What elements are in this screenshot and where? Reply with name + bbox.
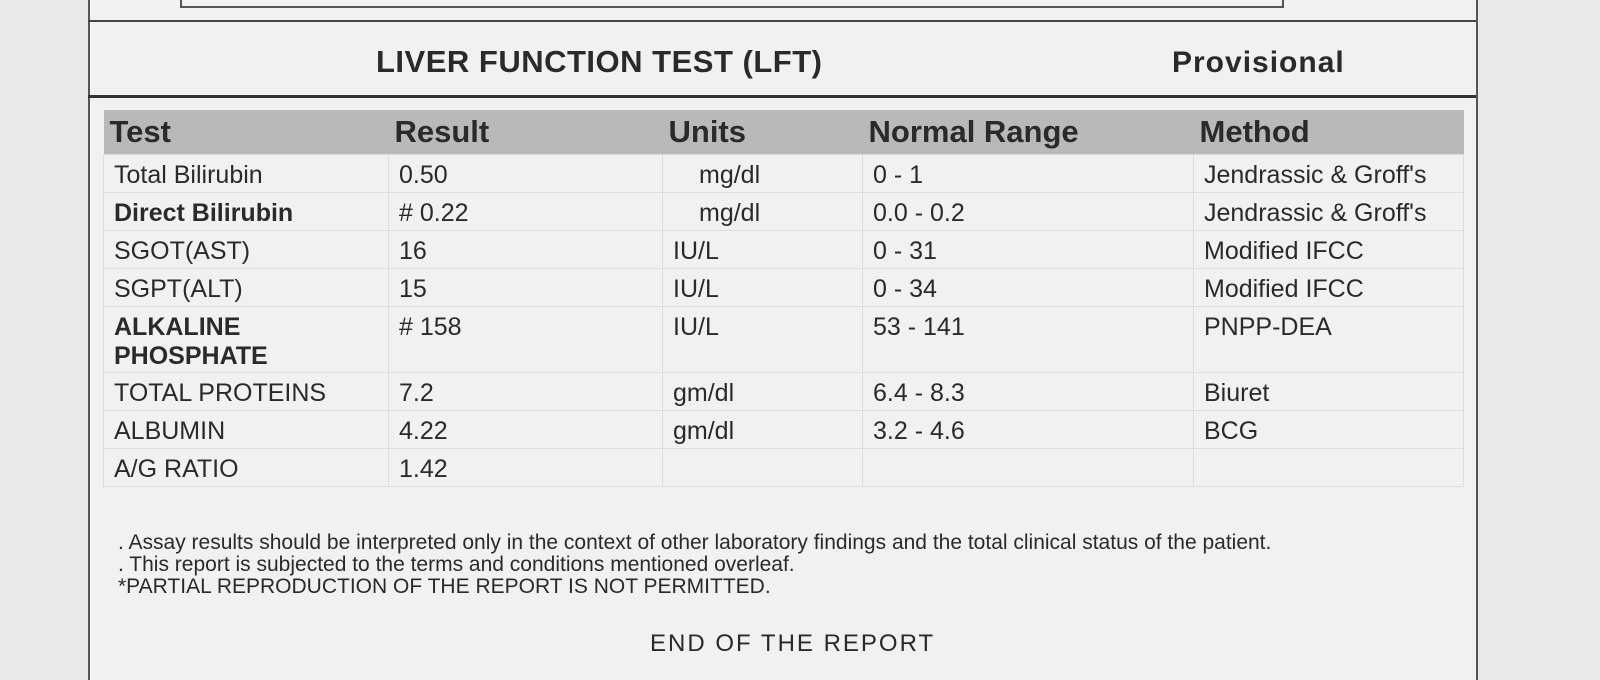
report-footer: END OF THE REPORT	[650, 630, 936, 657]
cell: gm/dl	[662, 410, 863, 449]
cell: Biuret	[1193, 372, 1464, 411]
cell: 53 - 141	[862, 306, 1194, 373]
cell: 16	[388, 230, 663, 269]
cell: Direct Bilirubin	[103, 192, 389, 231]
cell: Modified IFCC	[1193, 230, 1464, 269]
row: A/G RATIO 1.42	[103, 448, 1464, 487]
column-header: Normal Range	[862, 110, 1194, 155]
cell	[662, 448, 863, 487]
top-box	[180, 0, 1284, 8]
row: SGOT(AST) 16 IU/L 0 - 31 Modified IFCC	[103, 230, 1464, 269]
cell: IU/L	[662, 306, 863, 373]
header-row: Test Result Units Normal Range Method	[103, 110, 1464, 155]
page: LIVER FUNCTION TEST (LFT) Provisional Te…	[88, 0, 1478, 680]
results-table: Test Result Units Normal Range Method To…	[103, 110, 1464, 487]
report-title: LIVER FUNCTION TEST (LFT)	[376, 44, 823, 79]
row: ALKALINE PHOSPHATE # 158 IU/L 53 - 141 PNPP-…	[103, 306, 1464, 373]
column-header: Method	[1193, 110, 1464, 155]
cell: 0.0 - 0.2	[862, 192, 1194, 231]
cell: A/G RATIO	[103, 448, 389, 487]
note: . This report is subjected to the terms …	[118, 553, 795, 576]
cell: PNPP-DEA	[1193, 306, 1464, 373]
cell: 6.4 - 8.3	[862, 372, 1194, 411]
cell: BCG	[1193, 410, 1464, 449]
cell: 0 - 34	[862, 268, 1194, 307]
cell: Jendrassic & Groff's	[1193, 154, 1464, 193]
row: SGPT(ALT) 15 IU/L 0 - 34 Modified IFCC	[103, 268, 1464, 307]
column-header: Result	[388, 110, 663, 155]
cell: 0.50	[388, 154, 663, 193]
row: Direct Bilirubin # 0.22 mg/dl 0.0 - 0.2 Jend…	[103, 192, 1464, 231]
cell: 4.22	[388, 410, 663, 449]
cell: 0 - 1	[862, 154, 1194, 193]
cell: ALBUMIN	[103, 410, 389, 449]
row: Total Bilirubin 0.50 mg/dl 0 - 1 Jendrassic …	[103, 154, 1464, 193]
rule	[88, 20, 1476, 22]
cell: 15	[388, 268, 663, 307]
cell	[1193, 448, 1464, 487]
cell	[862, 448, 1194, 487]
cell: IU/L	[662, 268, 863, 307]
cell: Modified IFCC	[1193, 268, 1464, 307]
cell: # 0.22	[388, 192, 663, 231]
cell: 1.42	[388, 448, 663, 487]
cell: 7.2	[388, 372, 663, 411]
cell: SGOT(AST)	[103, 230, 389, 269]
report-status: Provisional	[1172, 46, 1345, 79]
cell: IU/L	[662, 230, 863, 269]
notes: . Assay results should be interpreted on…	[118, 532, 1271, 598]
cell: mg/dl	[662, 154, 863, 193]
row: TOTAL PROTEINS 7.2 gm/dl 6.4 - 8.3 Biuret	[103, 372, 1464, 411]
cell: Jendrassic & Groff's	[1193, 192, 1464, 231]
cell: TOTAL PROTEINS	[103, 372, 389, 411]
column-header: Test	[103, 110, 389, 155]
cell: # 158	[388, 306, 663, 373]
cell: Total Bilirubin	[103, 154, 389, 193]
row: ALBUMIN 4.22 gm/dl 3.2 - 4.6 BCG	[103, 410, 1464, 449]
cell: mg/dl	[662, 192, 863, 231]
note: . Assay results should be interpreted on…	[118, 531, 1272, 554]
cell: 3.2 - 4.6	[862, 410, 1194, 449]
column-header: Units	[662, 110, 863, 155]
note: *PARTIAL REPRODUCTION OF THE REPORT IS N…	[118, 575, 771, 598]
cell: SGPT(ALT)	[103, 268, 389, 307]
cell: gm/dl	[662, 372, 863, 411]
cell: ALKALINE PHOSPHATE	[103, 306, 389, 373]
rule	[88, 95, 1476, 98]
cell: 0 - 31	[862, 230, 1194, 269]
